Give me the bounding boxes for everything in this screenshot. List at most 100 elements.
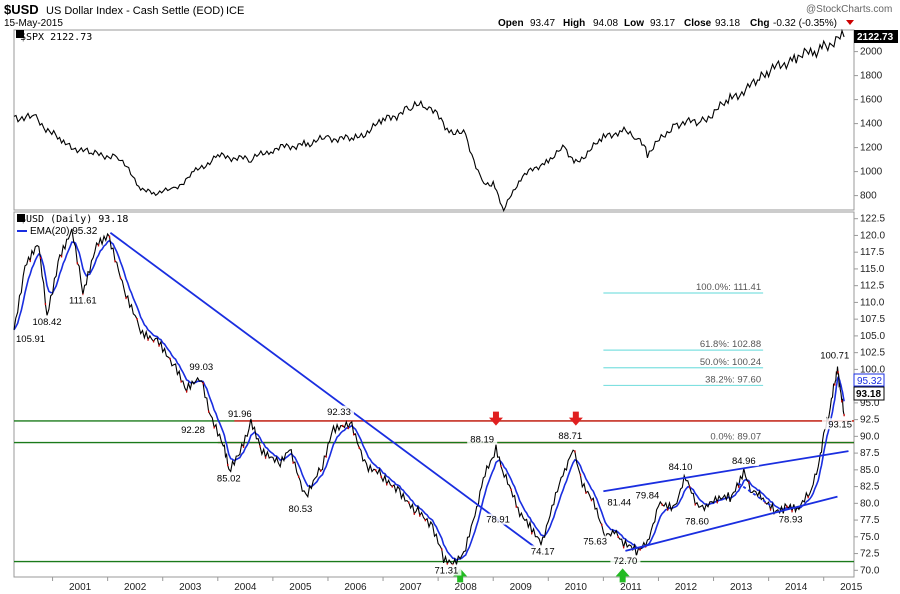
x-tick-label: 2002: [124, 582, 147, 593]
down-bar-mark: [424, 519, 426, 522]
green-up-arrow-icon: [615, 568, 630, 583]
price-label-bg: [816, 349, 853, 361]
usd-y-tick-label: 70.0: [860, 565, 880, 576]
x-tick-label: 2001: [69, 582, 92, 593]
down-bar-mark: [380, 475, 382, 478]
x-tick-label: 2006: [344, 582, 367, 593]
down-bar-mark: [108, 235, 111, 238]
open-label: Open: [498, 18, 524, 29]
down-bar-mark: [119, 276, 122, 280]
price-label: 88.19: [470, 434, 494, 445]
down-bar-mark: [639, 548, 641, 551]
x-tick-label: 2015: [840, 582, 863, 593]
down-bar-mark: [441, 548, 443, 551]
ohlc-bar: Open 93.47 High 94.08 Low 93.17 Close 93…: [498, 18, 854, 29]
usd-y-tick-label: 120.0: [860, 230, 885, 241]
price-label: 85.02: [217, 474, 241, 485]
fib-level-label: 38.2%: 97.60: [705, 374, 761, 385]
price-label: 79.84: [636, 490, 660, 501]
spx-y-tick-label: 1600: [860, 95, 883, 106]
x-tick-label: 2012: [675, 582, 698, 593]
symbol: $USD: [4, 2, 39, 17]
spx-y-tick-label: 800: [860, 191, 877, 202]
down-bar-mark: [297, 475, 300, 478]
chg-label: Chg: [750, 18, 769, 29]
down-bar-mark: [320, 469, 322, 472]
down-bar-mark: [786, 505, 788, 508]
price-label-bg: [580, 535, 611, 547]
down-bar-mark: [841, 400, 843, 403]
down-bar-mark: [446, 562, 449, 566]
down-bar-mark: [169, 357, 171, 360]
down-bar-mark: [136, 318, 138, 321]
spx-y-tick-label: 2000: [860, 47, 883, 58]
usd-legend-swatch: [17, 214, 25, 222]
close-value-label: 93.18: [856, 389, 881, 400]
low-label: Low: [624, 18, 644, 29]
down-bar-mark: [29, 259, 31, 262]
usd-y-tick-label: 122.5: [860, 214, 885, 225]
price-label: 71.31: [435, 566, 459, 577]
down-bar-mark: [353, 433, 355, 436]
down-bar-mark: [601, 523, 603, 526]
down-bar-mark: [185, 390, 188, 393]
down-bar-mark: [748, 481, 750, 484]
fib-level-label: 0.0%: 89.07: [710, 432, 761, 443]
down-bar-mark: [342, 424, 344, 428]
down-bar-mark: [76, 262, 79, 265]
down-bar-mark: [39, 256, 42, 260]
down-bar-mark: [208, 410, 210, 413]
ema-value-flag: 95.32: [853, 373, 885, 387]
x-tick-label: 2010: [565, 582, 588, 593]
down-bar-mark: [413, 512, 415, 515]
x-tick-label: 2014: [785, 582, 808, 593]
price-label-bg: [822, 418, 852, 430]
down-bar-mark: [180, 380, 182, 383]
usd-y-tick-label: 100.0: [860, 364, 885, 375]
price-label-bg: [606, 496, 637, 508]
fib-level-label: 50.0%: 100.24: [700, 357, 761, 368]
price-label: 99.03: [189, 362, 213, 373]
fib-level-label: 100.0%: 111.41: [696, 282, 761, 293]
high-value: 94.08: [593, 18, 618, 29]
down-bar-mark: [419, 514, 421, 517]
down-bar-mark: [97, 244, 100, 247]
exchange: ICE: [226, 5, 244, 17]
red-down-arrow-icon: [568, 411, 583, 426]
down-bar-mark: [264, 456, 267, 459]
trendline: [603, 450, 849, 493]
ema-legend: EMA(20) 95.32: [30, 226, 98, 237]
spx-y-tick-label: 1400: [860, 119, 883, 130]
down-bar-mark: [694, 503, 696, 506]
down-bar-mark: [837, 371, 839, 374]
usd-y-tick-label: 80.0: [860, 498, 880, 509]
x-tick-label: 2004: [234, 582, 257, 593]
x-tick-label: 2007: [399, 582, 422, 593]
spx-legend-swatch: [16, 30, 24, 38]
usd-y-tick-label: 107.5: [860, 314, 885, 325]
down-bar-mark: [667, 508, 669, 511]
price-label: 91.96: [228, 409, 252, 420]
price-label-bg: [15, 332, 51, 344]
price-label: 81.44: [607, 498, 631, 509]
price-label: 111.61: [69, 296, 97, 307]
price-label-bg: [186, 360, 217, 372]
down-bar-mark: [617, 535, 619, 538]
price-label-bg: [555, 429, 586, 441]
down-bar-mark: [834, 383, 836, 386]
down-bar-mark: [152, 340, 155, 343]
down-bar-mark: [202, 382, 204, 385]
date: 15-May-2015: [4, 18, 63, 29]
spx-price-line: [13, 28, 845, 212]
usd-y-tick-label: 77.5: [860, 515, 880, 526]
price-label: 105.91: [16, 334, 45, 345]
price-label: 92.33: [327, 407, 351, 418]
price-label-bg: [665, 460, 696, 472]
usd-panel: 70.0 72.5 75.0 77.5 80.0 82.5 85.0 87.5 90.0 92.5…: [13, 214, 885, 593]
watermark: @StockCharts.com: [806, 4, 892, 15]
ema-value: 95.32: [857, 376, 882, 387]
down-bar-mark: [661, 503, 663, 506]
spx-y-tick-label: 1800: [860, 71, 883, 82]
price-label-bg: [323, 405, 354, 417]
